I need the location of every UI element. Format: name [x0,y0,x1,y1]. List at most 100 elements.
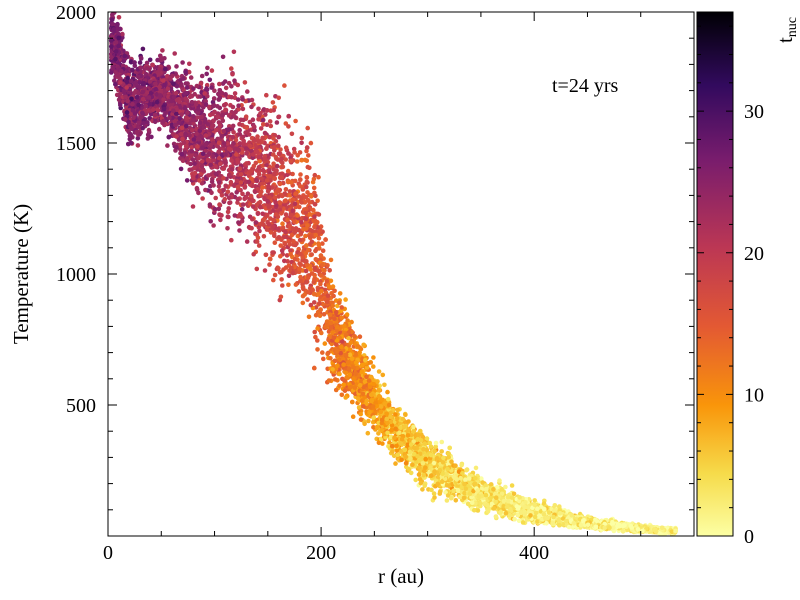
scatter-point [424,436,430,441]
scatter-point [364,398,370,404]
scatter-point [312,172,318,178]
scatter-point [135,136,141,141]
scatter-point [418,480,424,486]
scatter-point [371,364,376,369]
scatter-point [221,128,227,134]
scatter-point [304,158,310,163]
scatter-point [416,472,422,477]
scatter-point [274,120,280,125]
scatter-point [260,167,266,173]
scatter-point [321,356,326,362]
scatter-point [313,334,318,340]
scatter-point [145,132,151,137]
scatter-point [183,81,189,86]
scatter-point [152,119,158,125]
scatter-point [299,140,304,146]
scatter-point [297,261,302,266]
scatter-point [272,272,278,278]
scatter-point [312,300,317,305]
scatter-point [315,211,321,217]
scatter-point [333,342,339,347]
scatter-point [330,303,336,309]
scatter-point [215,104,220,109]
scatter-point [243,130,248,135]
scatter-point [428,444,434,449]
scatter-point [282,83,287,88]
scatter-point [371,355,376,360]
scatter-point [459,462,464,468]
scatter-point [315,198,320,203]
scatter-point [366,418,371,424]
scatter-point [235,200,240,205]
scatter-point [552,503,558,508]
scatter-point [213,195,218,201]
scatter-point [144,60,150,66]
scatter-point [272,240,278,245]
scatter-point [217,81,222,87]
scatter-point [223,85,229,91]
scatter-point [376,431,381,436]
scatter-point [286,282,291,288]
scatter-point [308,140,314,146]
scatter-point [356,405,362,410]
scatter-point [271,277,276,283]
scatter-point [305,297,310,302]
scatter-point [403,412,408,418]
scatter-point [439,439,445,445]
scatter-point [264,227,270,232]
scatter-point [299,158,305,163]
scatter-point [128,59,134,65]
scatter-point [493,514,499,519]
scatter-point [255,134,260,139]
scatter-point [260,117,266,123]
scatter-point [364,365,370,370]
scatter-point [220,54,226,60]
scatter-point [264,212,269,218]
scatter-point [225,189,231,194]
scatter-point [190,204,196,209]
scatter-point [229,237,234,243]
scatter-point [249,97,255,103]
scatter-point [287,189,293,194]
scatter-point [216,184,222,189]
scatter-point [368,360,374,365]
scatter-point [162,112,167,118]
scatter-point [299,200,305,205]
scatter-point [359,379,364,384]
scatter-point [254,266,260,272]
scatter-point [509,483,515,488]
scatter-point [258,192,263,198]
scatter-point [439,449,445,454]
scatter-point [246,132,252,137]
scatter-point [234,178,240,184]
scatter-point [192,91,197,97]
scatter-point [138,55,144,61]
scatter-point [140,46,146,52]
scatter-point [234,152,239,157]
scatter-point [278,147,283,152]
scatter-point [267,134,273,140]
scatter-point [305,125,311,131]
scatter-point [251,251,256,257]
scatter-point [233,137,239,143]
scatter-point [188,153,194,159]
scatter-point [280,164,286,170]
scatter-point [511,491,517,497]
scatter-point [327,268,333,273]
scatter-point [110,22,116,27]
scatter-point [241,117,246,123]
scatter-point [165,143,170,148]
scatter-point [360,363,365,368]
scatter-point [272,233,277,239]
scatter-point [271,171,277,177]
scatter-point [422,483,428,489]
scatter-point [404,464,409,470]
scatter-point [235,82,241,88]
scatter-point [225,209,231,215]
scatter-point [333,387,339,393]
scatter-point [315,219,320,225]
scatter-point [271,152,276,157]
scatter-point [337,291,343,296]
scatter-point [221,176,226,181]
